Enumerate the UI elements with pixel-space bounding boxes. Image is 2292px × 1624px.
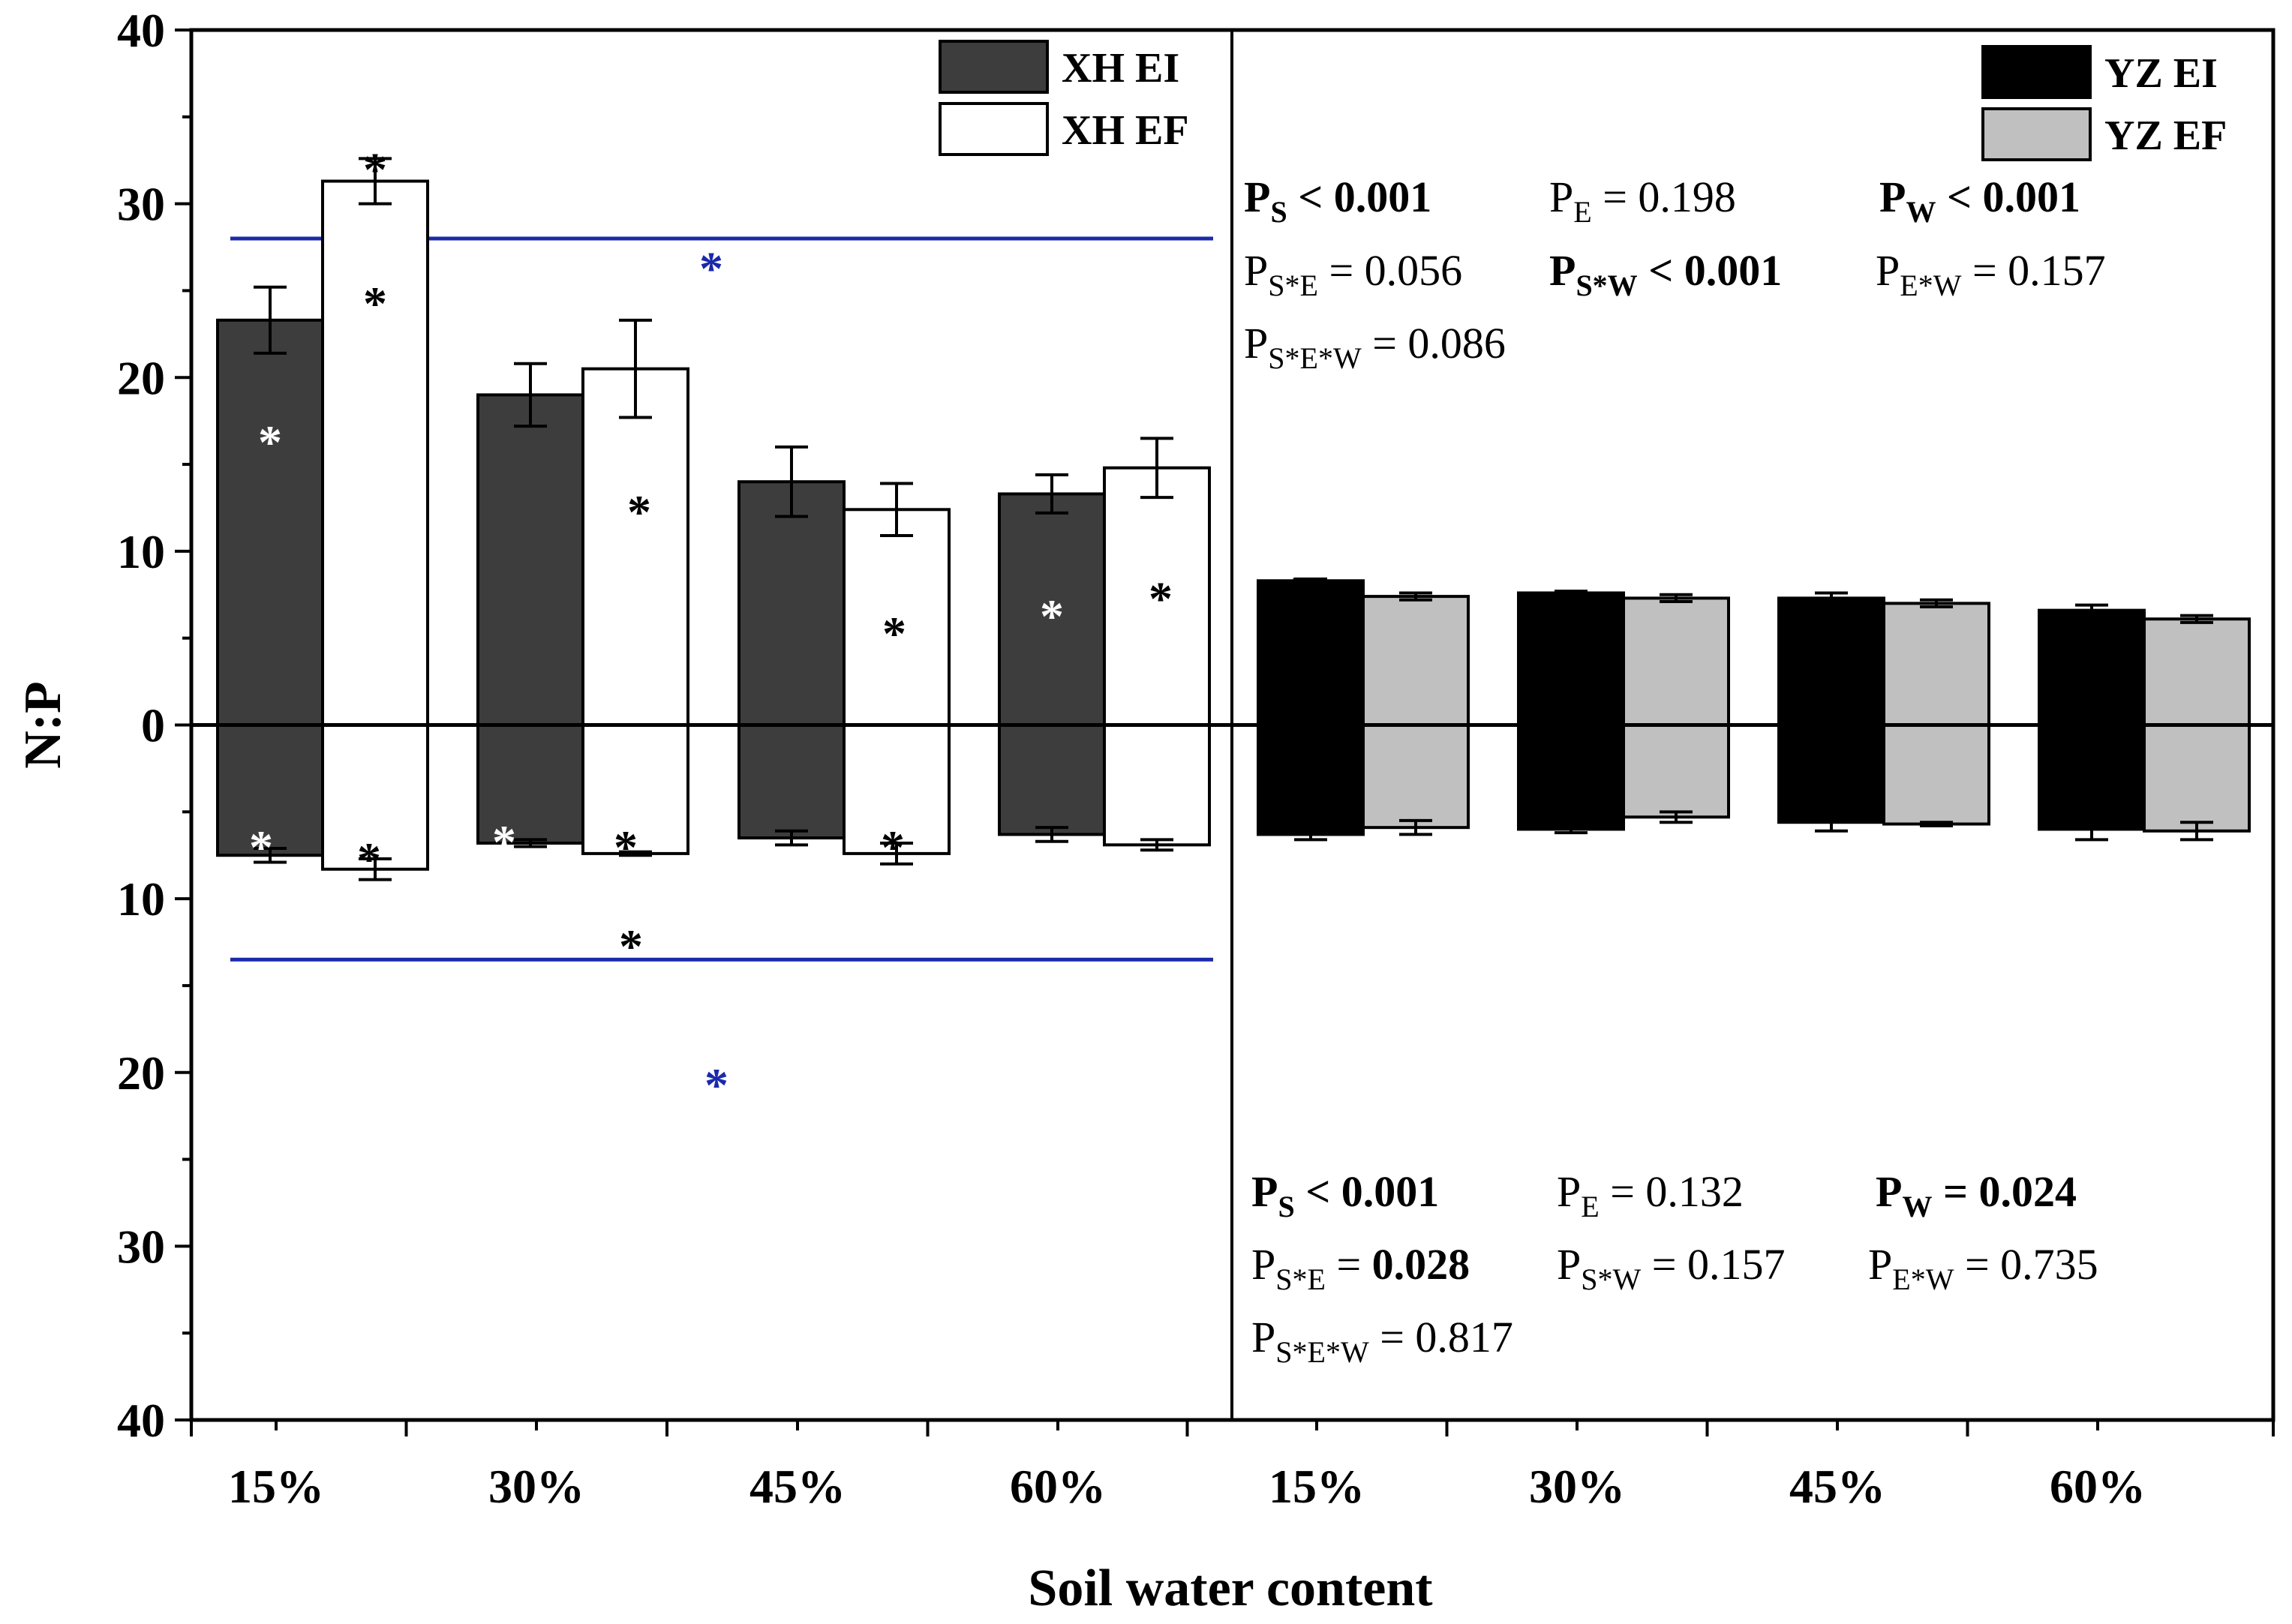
- y-axis: 40 30 20 10 0 10 20 30 40: [117, 4, 191, 1447]
- bar-up-yz-ef-45pct: [1882, 602, 1990, 727]
- bar-down-yz-ef-45pct: [1882, 723, 1990, 826]
- x-tick-label: 45%: [1789, 1460, 1885, 1513]
- legend-swatch-xh-ei: [939, 40, 1049, 94]
- bar-down-yz-ef-60pct: [2143, 723, 2251, 833]
- legend: XH EI XH EF YZ EI YZ EF: [939, 40, 2227, 161]
- x-tick-label: 15%: [1269, 1460, 1365, 1513]
- bar-up-yz-ei-15pct: [1257, 579, 1365, 727]
- significance-star: *: [357, 833, 381, 886]
- bar-down-xh-ef-45pct: [843, 723, 951, 855]
- legend-swatch-yz-ef: [1981, 107, 2092, 161]
- bar-down-yz-ei-30pct: [1517, 723, 1625, 831]
- significance-star: *: [614, 821, 638, 874]
- significance-star: *: [1149, 572, 1173, 626]
- significance-star: *: [1040, 590, 1064, 643]
- stat-lower-psew: PS*E*W = 0.817: [1251, 1313, 1513, 1369]
- y-tick-label: 0: [141, 699, 165, 752]
- y-tick-label: 40: [117, 4, 165, 57]
- stat-upper-pe: PE = 0.198: [1549, 173, 1736, 229]
- x-tick-label: 60%: [2050, 1460, 2146, 1513]
- significance-star: *: [619, 920, 643, 973]
- y-tick-label: 20: [117, 1046, 165, 1100]
- legend-label-yz-ei: YZ EI: [2104, 50, 2218, 97]
- legend-label-yz-ef: YZ EF: [2104, 113, 2227, 159]
- bar-up-xh-ei-15pct: [216, 318, 324, 727]
- significance-star: *: [492, 815, 516, 869]
- legend-label-xh-ef: XH EF: [1062, 107, 1189, 154]
- x-axis-title: Soil water content: [1028, 1559, 1432, 1617]
- significance-star: *: [363, 143, 387, 197]
- stat-upper-pse: PS*E = 0.056: [1244, 246, 1462, 302]
- stat-upper-psew: PS*E*W = 0.086: [1244, 319, 1506, 375]
- stat-lower-pe: PE = 0.132: [1557, 1167, 1744, 1223]
- significance-markers: * * * * * * * * * * * * * * * *: [249, 143, 1308, 1112]
- x-tick-label: 15%: [228, 1460, 324, 1513]
- stat-lower-psw: PS*W = 0.157: [1557, 1240, 1785, 1296]
- bar-up-xh-ef-30pct: [581, 367, 689, 727]
- significance-star: *: [699, 242, 723, 296]
- stat-lower-ps: PS < 0.001: [1251, 1167, 1439, 1223]
- y-tick-label: 40: [117, 1394, 165, 1447]
- error-bars-layer: [254, 157, 2213, 881]
- bar-up-yz-ef-30pct: [1622, 596, 1730, 727]
- bar-down-xh-ei-60pct: [998, 723, 1106, 836]
- y-tick-label: 30: [117, 178, 165, 231]
- bar-up-yz-ef-15pct: [1362, 595, 1470, 727]
- statistics-annotations: PS < 0.001 PE = 0.198 PW < 0.001 PS*E = 0.0…: [1244, 173, 2106, 1369]
- bar-up-yz-ei-30pct: [1517, 591, 1625, 727]
- bar-down-yz-ei-60pct: [2038, 723, 2146, 831]
- x-tick-label: 30%: [488, 1460, 584, 1513]
- bar-up-yz-ei-45pct: [1777, 596, 1885, 727]
- bar-down-xh-ef-60pct: [1103, 723, 1211, 847]
- bar-up-xh-ei-60pct: [998, 492, 1106, 727]
- y-tick-label: 10: [117, 525, 165, 578]
- y-tick-label: 10: [117, 872, 165, 926]
- significance-star: *: [258, 416, 282, 469]
- bar-up-xh-ef-45pct: [843, 508, 951, 727]
- bars-layer: [216, 179, 2251, 871]
- legend-label-xh-ei: XH EI: [1062, 45, 1179, 92]
- x-tick-label: 30%: [1529, 1460, 1625, 1513]
- legend-swatch-yz-ei: [1981, 45, 2092, 99]
- bar-up-xh-ei-30pct: [476, 393, 584, 727]
- stat-upper-ps: PS < 0.001: [1244, 173, 1431, 229]
- bar-down-yz-ei-15pct: [1257, 723, 1365, 836]
- bar-up-xh-ef-15pct: [321, 179, 429, 727]
- stat-lower-pw: PW = 0.024: [1876, 1167, 2077, 1223]
- x-axis: 15% 30% 45% 60% 15% 30% 45% 60%: [190, 1420, 2275, 1513]
- bar-up-xh-ei-45pct: [737, 480, 846, 727]
- bar-down-xh-ef-15pct: [321, 723, 429, 871]
- stat-lower-pew: PE*W = 0.735: [1868, 1240, 2098, 1296]
- y-tick-label: 30: [117, 1220, 165, 1273]
- stat-upper-psw: PS*W < 0.001: [1549, 246, 1782, 302]
- stat-upper-pew: PE*W = 0.157: [1876, 246, 2106, 302]
- bar-up-xh-ef-60pct: [1103, 466, 1211, 727]
- y-axis-title: N:P: [14, 681, 72, 769]
- significance-star: *: [1284, 567, 1308, 620]
- x-tick-label: 60%: [1010, 1460, 1106, 1513]
- significance-star: *: [627, 485, 651, 539]
- bar-down-xh-ef-30pct: [581, 723, 689, 855]
- bar-up-yz-ei-60pct: [2038, 608, 2146, 727]
- significance-star: *: [363, 277, 387, 330]
- bar-down-yz-ef-30pct: [1622, 723, 1730, 819]
- bar-down-xh-ei-45pct: [737, 723, 846, 840]
- stat-lower-pse: PS*E = 0.028: [1251, 1240, 1470, 1296]
- significance-star: *: [881, 821, 905, 874]
- legend-swatch-xh-ef: [939, 102, 1049, 156]
- bar-up-yz-ef-60pct: [2143, 617, 2251, 727]
- bar-down-yz-ei-45pct: [1777, 723, 1885, 824]
- significance-star: *: [704, 1058, 728, 1112]
- x-tick-label: 45%: [749, 1460, 846, 1513]
- significance-star: *: [249, 821, 273, 874]
- stat-upper-pw: PW < 0.001: [1879, 173, 2080, 229]
- bar-down-yz-ef-15pct: [1362, 723, 1470, 830]
- significance-star: *: [882, 607, 906, 660]
- y-tick-label: 20: [117, 351, 165, 404]
